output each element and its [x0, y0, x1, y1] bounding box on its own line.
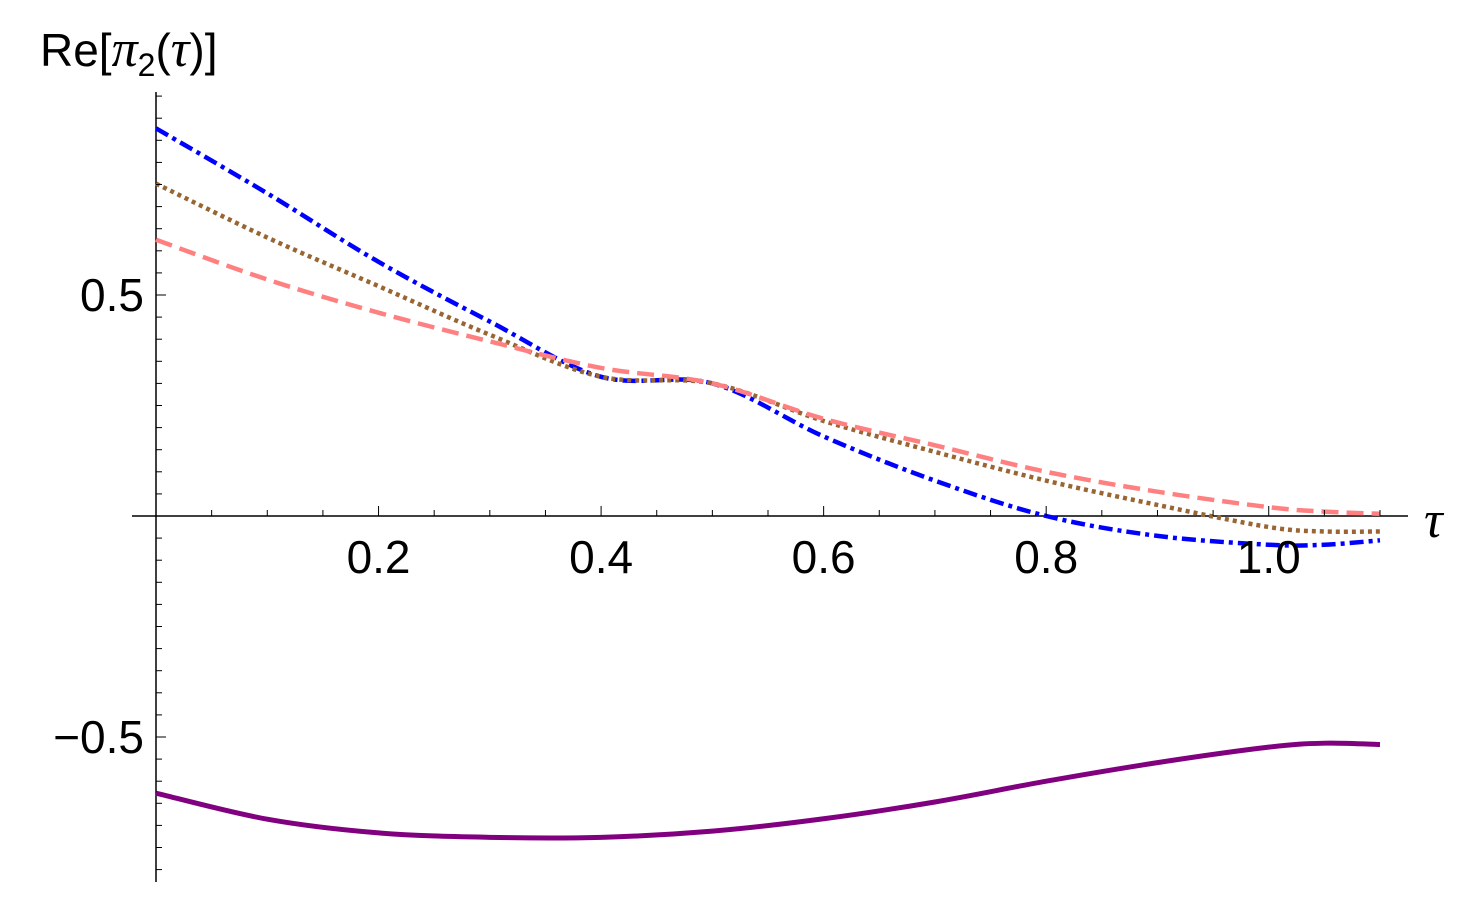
y-axis-title-suffix: ] [205, 24, 218, 76]
series-line-solid [155, 740, 1381, 841]
y-tick-label: −0.5 [53, 711, 144, 763]
y-axis-title-prefix: Re[ [40, 24, 112, 76]
x-tick-label: 0.6 [792, 531, 856, 583]
y-tick-label: 0.5 [80, 269, 144, 321]
axes [132, 92, 1408, 882]
x-axis-title: τ [1424, 492, 1445, 549]
x-tick-label: 1.0 [1237, 531, 1301, 583]
x-tick-label: 0.2 [347, 531, 411, 583]
y-axis-title-subscript: 2 [138, 47, 156, 83]
series-layer [154, 126, 1381, 841]
y-axis-title-arg-close: ) [189, 24, 204, 76]
y-axis-title-symbol: π [112, 21, 140, 78]
y-axis-title: Re[π2(τ)] [40, 21, 218, 83]
x-tick-label: 0.4 [569, 531, 633, 583]
y-axis-title-arg-open: ( [155, 24, 171, 76]
x-tick-label: 0.8 [1014, 531, 1078, 583]
series-line-dotted [155, 181, 1381, 535]
ticks-layer: 0.2 0.4 0.6 0.8 1.0 −0.5 0.5 [53, 95, 1381, 871]
series-line-dash-dot [154, 126, 1381, 548]
series-line-dashed [155, 237, 1381, 517]
y-axis-title-arg-symbol: τ [171, 21, 192, 78]
